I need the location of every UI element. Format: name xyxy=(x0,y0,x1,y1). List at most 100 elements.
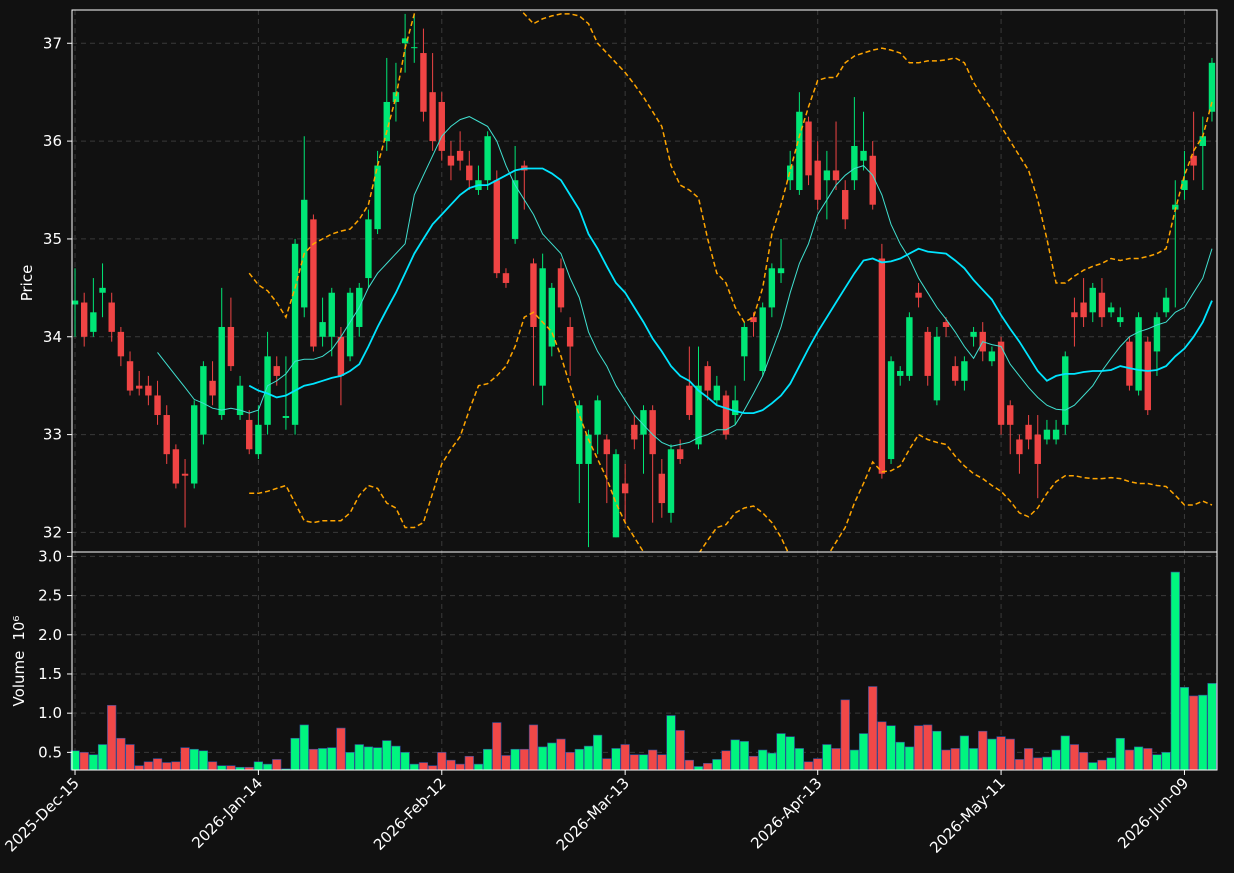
candle-body xyxy=(145,385,152,396)
candle-body xyxy=(484,136,491,181)
volume-bar xyxy=(116,737,126,771)
volume-bar xyxy=(730,739,740,771)
volume-bar xyxy=(620,744,630,771)
volume-bar xyxy=(1189,695,1199,771)
y-tick-label: 3.0 xyxy=(38,547,62,565)
volume-bar xyxy=(382,740,392,771)
candle-body xyxy=(383,101,390,142)
volume-bar xyxy=(189,748,199,771)
volume-bar xyxy=(180,747,190,771)
volume-bar xyxy=(684,759,694,771)
candle-body xyxy=(209,380,216,396)
volume-bar xyxy=(1207,683,1217,771)
volume-bar xyxy=(638,754,649,771)
candle-body xyxy=(576,405,583,464)
candle-body xyxy=(530,263,537,327)
candle-body xyxy=(429,92,436,142)
candle-body xyxy=(860,150,867,161)
candle-body xyxy=(328,292,335,337)
volume-bar xyxy=(354,744,364,771)
candle-body xyxy=(154,395,161,416)
candle-body xyxy=(1117,317,1124,323)
candle-body xyxy=(805,121,812,176)
candle-body xyxy=(1071,312,1078,318)
volume-bar xyxy=(519,748,529,771)
candle-body xyxy=(676,449,684,460)
volume-bar xyxy=(134,765,144,771)
candle-body xyxy=(511,180,519,239)
volume-bar xyxy=(666,715,676,771)
candle-body xyxy=(255,424,262,455)
volume-bar xyxy=(803,761,814,771)
candle-body xyxy=(612,454,620,538)
overlay-lines xyxy=(157,10,1213,552)
candle-body xyxy=(1052,429,1060,440)
overlay-line xyxy=(248,167,1213,414)
candle-body xyxy=(942,322,950,327)
candle-body xyxy=(667,449,675,513)
candle-body xyxy=(878,258,886,474)
candle-body xyxy=(1034,434,1041,464)
candle-body xyxy=(1007,405,1014,425)
candle-body xyxy=(181,473,189,476)
volume-bar xyxy=(372,747,383,771)
y-multiplier: 10⁶ xyxy=(10,616,28,641)
candle-body xyxy=(466,165,473,181)
volume-bar xyxy=(978,730,988,771)
volume-bar xyxy=(455,763,465,771)
volume-bar xyxy=(501,755,511,771)
volume-bar xyxy=(657,754,667,771)
y-axis-label: Volume 10⁶ xyxy=(10,616,28,707)
candle-body xyxy=(246,419,253,450)
volume-bar xyxy=(996,736,1006,771)
volume-bar xyxy=(171,761,181,771)
candle-body xyxy=(631,424,638,440)
y-tick-label: 1.5 xyxy=(38,665,62,683)
volume-bar xyxy=(648,749,658,771)
candle-body xyxy=(136,385,143,389)
volume-bar xyxy=(125,744,135,771)
volume-bar xyxy=(107,705,117,771)
volume-bar xyxy=(904,746,914,771)
candle-body xyxy=(346,292,354,357)
candle-body xyxy=(200,366,207,435)
volume-bar xyxy=(336,727,346,771)
candle-body xyxy=(585,434,592,464)
volume-bar xyxy=(464,755,474,771)
candle-body xyxy=(1080,302,1087,318)
candle-body xyxy=(282,416,290,418)
volume-bar xyxy=(217,765,227,771)
candle-body xyxy=(548,287,556,347)
volume-bar xyxy=(1069,744,1080,771)
volume-bar xyxy=(1170,571,1180,771)
volume-bar xyxy=(1106,757,1116,771)
volume-bar xyxy=(1124,749,1135,771)
volume-bar xyxy=(290,737,300,771)
candle-body xyxy=(273,366,280,376)
candle-body xyxy=(456,150,464,161)
candle-body xyxy=(392,92,400,102)
candle-body xyxy=(997,341,1005,425)
candle-body xyxy=(952,366,959,381)
candle-body xyxy=(649,410,656,455)
candle-body xyxy=(750,317,757,323)
volume-bar xyxy=(79,752,89,771)
candle-body xyxy=(961,361,968,381)
y-tick-label: 34 xyxy=(43,328,62,346)
overlay-line xyxy=(157,116,1213,447)
candle-body xyxy=(411,47,418,49)
volume-bar xyxy=(308,748,319,771)
candle-body xyxy=(90,312,97,332)
candle-body xyxy=(566,326,574,347)
volume-bar xyxy=(831,748,841,771)
overlay-line xyxy=(248,10,1213,324)
y-tick-label: 2.5 xyxy=(38,587,62,605)
volume-bar xyxy=(1134,746,1144,771)
candle-body xyxy=(1107,307,1115,313)
volume-bar xyxy=(822,744,832,771)
volume-bar xyxy=(923,724,933,771)
candle-body xyxy=(447,155,455,166)
volume-bar xyxy=(574,748,584,771)
candle-body xyxy=(1153,317,1161,352)
